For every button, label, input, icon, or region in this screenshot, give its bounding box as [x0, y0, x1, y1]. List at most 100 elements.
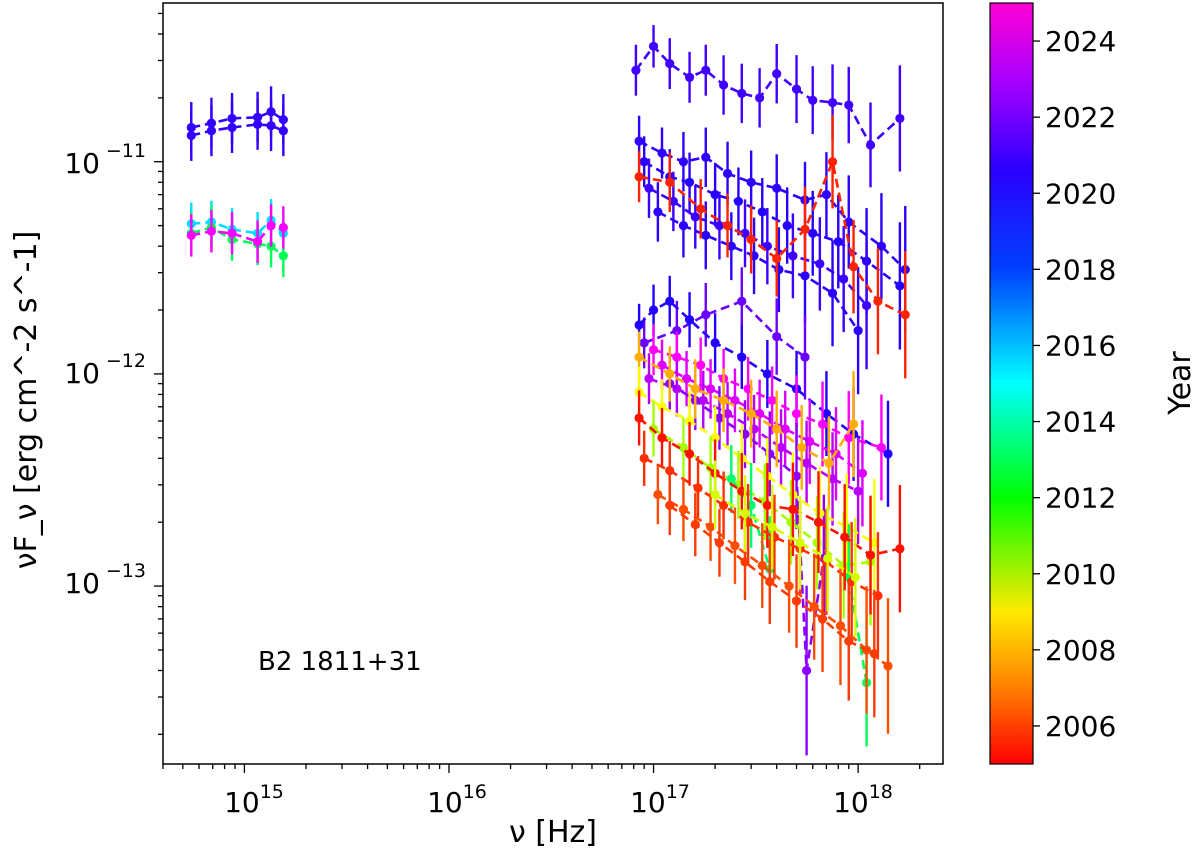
colorbar-tick-label: 2014	[1045, 406, 1116, 439]
data-point	[672, 325, 682, 336]
data-point	[757, 207, 767, 217]
data-point	[278, 222, 288, 233]
data-point	[186, 230, 196, 240]
data-point	[252, 119, 263, 129]
data-point	[278, 126, 288, 136]
data-point	[634, 352, 644, 362]
data-point	[808, 95, 818, 105]
data-point	[765, 576, 775, 587]
data-point	[737, 296, 747, 306]
x-tick-label: 1017	[630, 781, 690, 819]
series-line	[668, 382, 826, 671]
colorbar-ticks: 2006 2008 2010 2012 2014 2016 2018 2020 2022 2024	[1033, 25, 1116, 743]
series-xrt-2020-d	[653, 182, 863, 395]
data-point	[227, 228, 237, 238]
data-point	[746, 408, 756, 419]
data-point	[844, 433, 854, 443]
data-point	[844, 636, 854, 646]
series-line	[657, 493, 889, 668]
data-point	[746, 234, 756, 245]
data-point	[801, 458, 812, 468]
data-point	[710, 190, 720, 200]
series-xrt-2009	[634, 366, 879, 607]
data-point	[681, 374, 692, 384]
data-point	[835, 621, 846, 631]
data-point	[813, 517, 824, 527]
data-point	[733, 196, 744, 207]
data-point	[812, 538, 822, 548]
data-point	[772, 183, 782, 193]
data-point	[718, 500, 729, 511]
source-annotation: B2 1811+31	[258, 647, 422, 677]
data-point	[634, 136, 644, 146]
y-tick-exp: −12	[106, 350, 146, 372]
data-point	[762, 369, 772, 379]
data-point	[772, 69, 782, 79]
data-point	[690, 519, 700, 530]
data-point	[895, 281, 905, 291]
colorbar-tick-label: 2012	[1045, 482, 1116, 515]
data-point	[710, 489, 720, 500]
data-point	[876, 442, 887, 453]
data-point	[278, 251, 288, 261]
data-point	[252, 237, 263, 247]
data-point	[850, 572, 861, 582]
data-point	[672, 352, 682, 362]
data-point	[710, 433, 720, 443]
data-point	[653, 489, 663, 500]
data-point	[895, 544, 905, 554]
series-xrt-2008	[634, 331, 859, 510]
data-point	[795, 538, 805, 548]
data-point	[266, 221, 276, 231]
series-line	[668, 504, 875, 655]
data-point	[865, 550, 876, 560]
data-point	[730, 541, 740, 551]
data-point	[701, 65, 711, 75]
data-point	[698, 395, 708, 406]
data-point	[861, 300, 872, 311]
data-point	[755, 93, 765, 103]
data-point	[730, 395, 740, 406]
data-point	[746, 177, 756, 187]
data-point	[657, 433, 667, 443]
data-point	[644, 374, 654, 384]
data-point	[690, 212, 700, 222]
data-point	[784, 581, 794, 591]
colorbar-tick-label: 2006	[1045, 710, 1116, 743]
data-point	[848, 262, 859, 272]
data-point	[883, 661, 893, 671]
data-point	[206, 226, 217, 236]
data-point	[800, 352, 810, 362]
data-point	[780, 424, 790, 434]
data-point	[710, 338, 720, 348]
data-point	[827, 97, 838, 108]
data-point	[665, 500, 675, 511]
data-point	[788, 251, 798, 261]
data-point	[690, 384, 700, 394]
data-point	[186, 130, 196, 141]
data-point	[865, 140, 876, 150]
y-tick-label: 10	[64, 357, 100, 390]
data-point	[873, 591, 883, 601]
series-line	[638, 157, 906, 316]
data-point	[206, 126, 217, 136]
data-point	[644, 183, 654, 193]
data-point	[823, 553, 833, 564]
data-point	[639, 338, 649, 348]
series-xrt-2006-a	[653, 464, 893, 734]
series-uvot-2024	[186, 204, 288, 263]
data-point	[817, 614, 828, 624]
data-point	[722, 168, 733, 179]
data-point	[844, 217, 854, 227]
data-point	[762, 500, 772, 511]
data-point	[848, 419, 859, 429]
data-point	[737, 88, 747, 98]
data-point	[791, 596, 802, 606]
data-point	[800, 271, 810, 281]
data-point	[827, 288, 838, 298]
data-point	[678, 157, 689, 167]
y-axis-label: νF_ν [erg cm^-2 s^-1]	[9, 231, 44, 570]
data-point	[772, 424, 782, 434]
data-point	[701, 310, 711, 320]
